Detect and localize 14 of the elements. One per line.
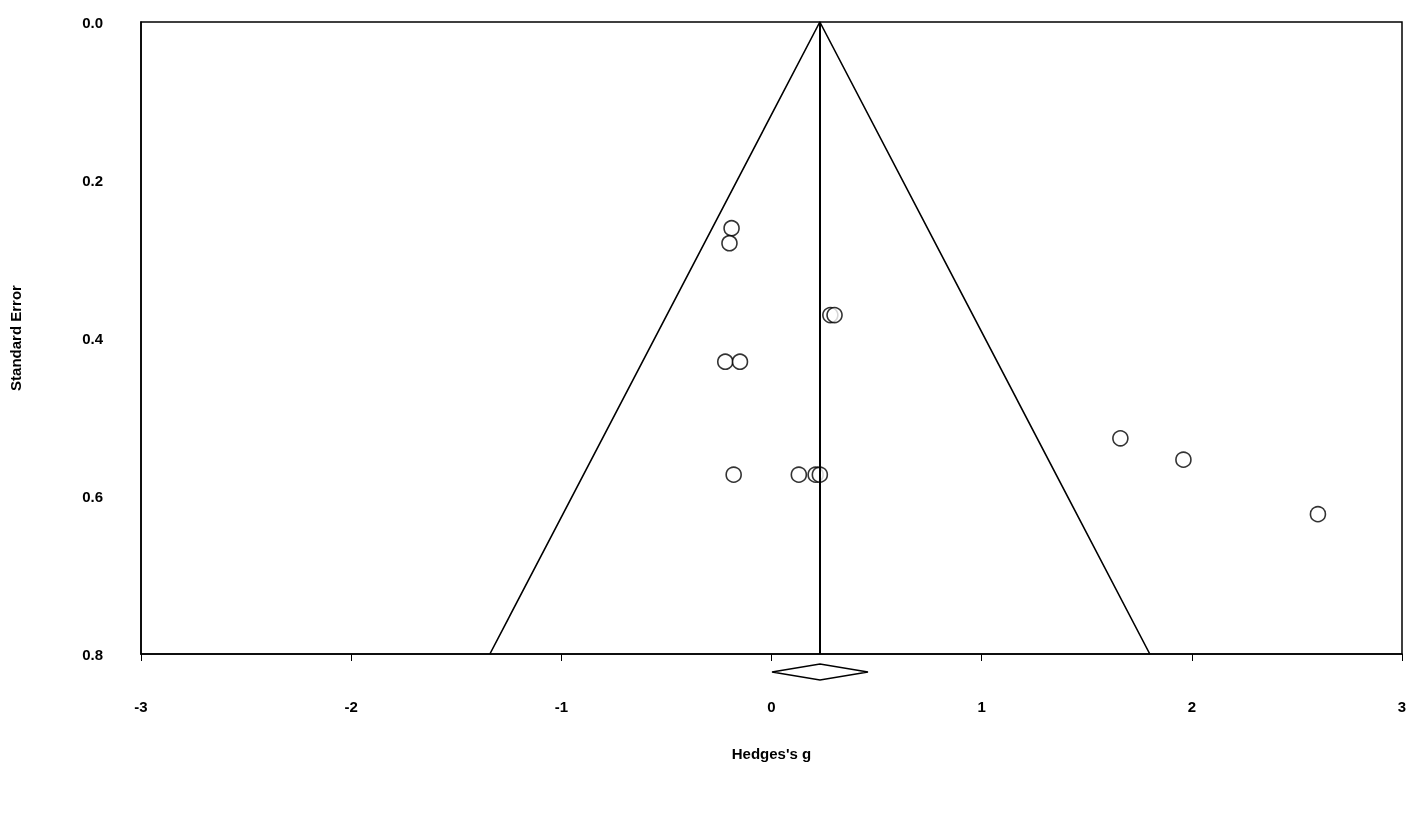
y-axis-title: Standard Error bbox=[7, 284, 24, 391]
x-tick-label: 2 bbox=[1187, 698, 1197, 715]
y-tick-label: 0.2 bbox=[82, 171, 103, 189]
y-tick-label: 0.4 bbox=[82, 329, 104, 347]
x-tick-label: 0 bbox=[767, 698, 776, 715]
x-axis-title: Hedges's g bbox=[731, 745, 812, 762]
x-tick-label: -3 bbox=[134, 698, 148, 715]
y-tick-label: 0.0 bbox=[82, 13, 103, 31]
x-tick-label: 3 bbox=[1397, 698, 1407, 715]
y-tick-label: 0.8 bbox=[82, 645, 103, 663]
x-tick-label: -2 bbox=[344, 698, 358, 715]
y-tick-label: 0.6 bbox=[82, 487, 103, 505]
x-tick-label: 1 bbox=[977, 698, 986, 715]
x-tick-label: -1 bbox=[554, 698, 569, 715]
